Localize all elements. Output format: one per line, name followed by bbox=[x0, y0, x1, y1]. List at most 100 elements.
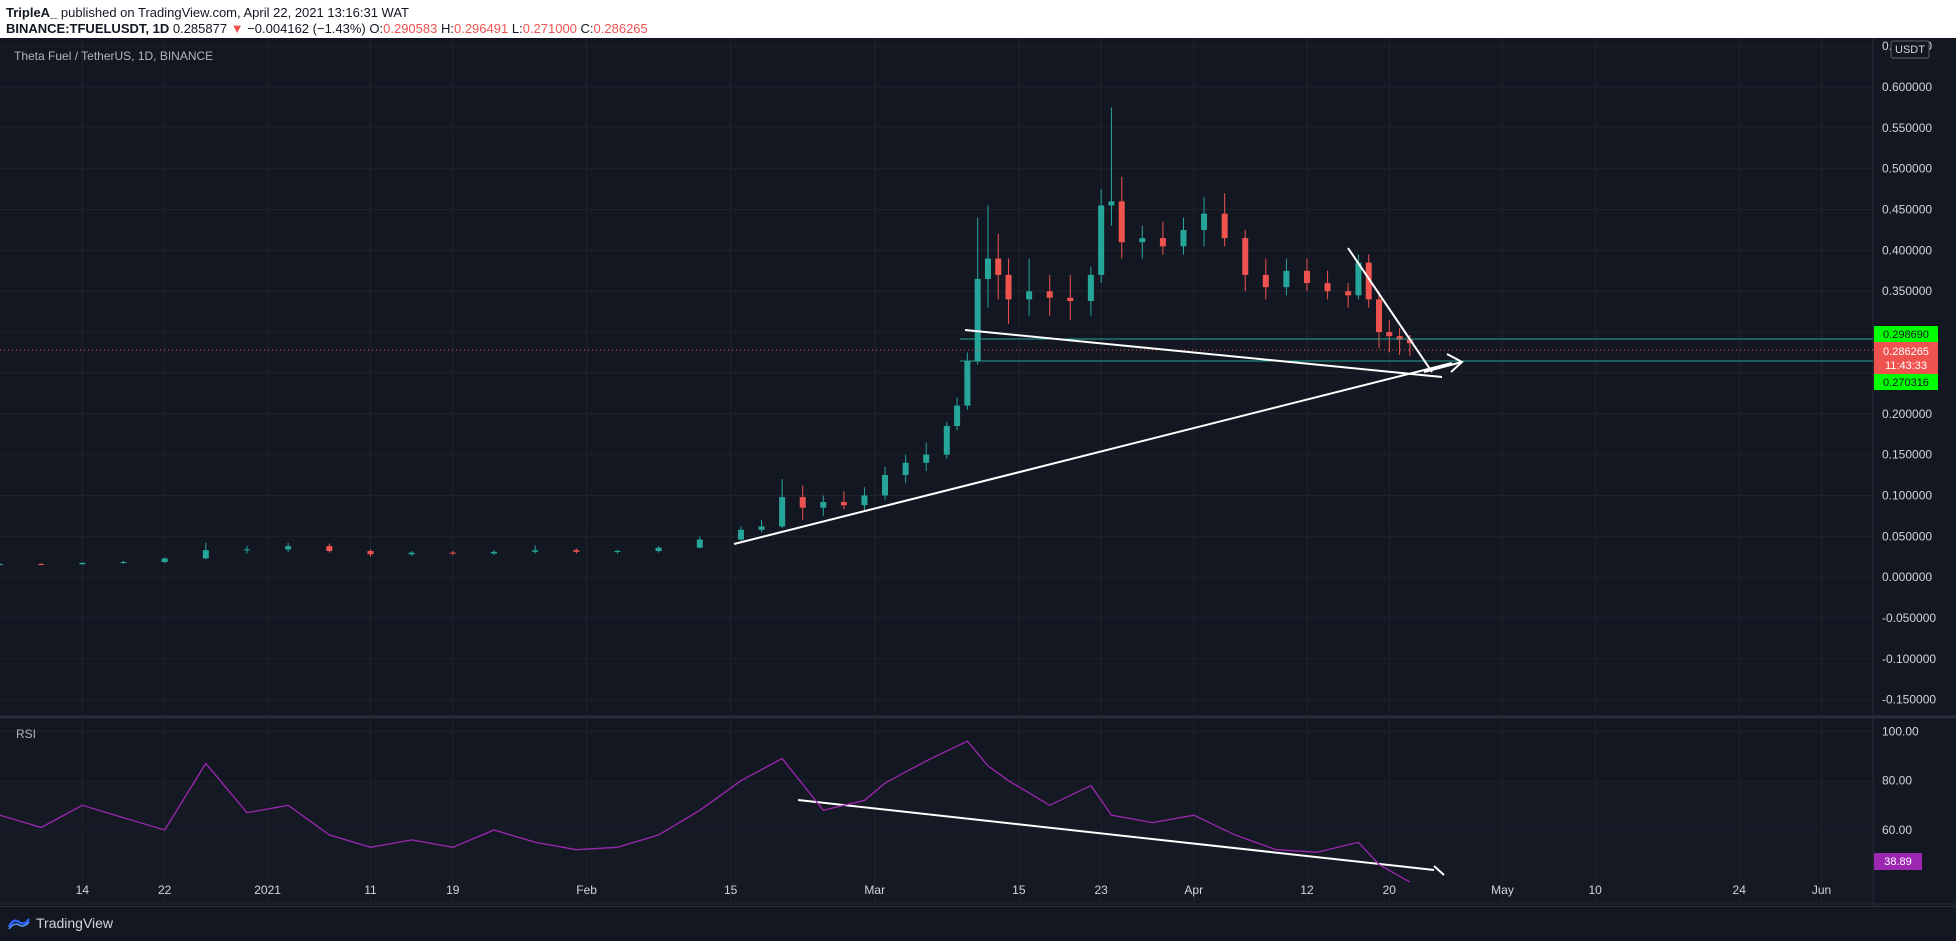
rsi-trendline-arrow[interactable] bbox=[1433, 865, 1445, 876]
low-label: L: bbox=[511, 21, 523, 36]
candle-body bbox=[1355, 262, 1362, 296]
open-value: 0.290583 bbox=[383, 21, 438, 36]
time-axis[interactable]: 14 22 2021 11 19 Feb 15 Mar 15 23 Apr 12 20 May 10 24 Ju… bbox=[76, 883, 1832, 897]
candle-body bbox=[954, 405, 961, 427]
candle-body bbox=[120, 562, 127, 564]
currency-label: USDT bbox=[1895, 44, 1925, 56]
candle-body bbox=[1283, 270, 1290, 288]
breakout-arrow-shaft[interactable] bbox=[1423, 361, 1463, 373]
time-tick-label: Mar bbox=[864, 883, 885, 897]
trendline-drawings[interactable] bbox=[733, 247, 1464, 876]
price-tick-label: 0.350000 bbox=[1882, 284, 1932, 298]
price-tick-label: 0.400000 bbox=[1882, 243, 1932, 257]
footer: TradingView bbox=[0, 906, 1956, 941]
candle-body bbox=[758, 526, 765, 530]
price-tick-label: 0.450000 bbox=[1882, 203, 1932, 217]
chart-legend[interactable]: Theta Fuel / TetherUS, 1D, BINANCE bbox=[14, 49, 213, 63]
publish-line: TripleA_ published on TradingView.com, A… bbox=[6, 5, 409, 20]
candle-body bbox=[1180, 229, 1187, 247]
price-tag-bottom-bg bbox=[1874, 374, 1938, 390]
time-tick-label: 14 bbox=[76, 883, 90, 897]
candle-body bbox=[974, 278, 981, 361]
time-tick-label: 11 bbox=[364, 883, 377, 897]
candle-body bbox=[696, 539, 703, 548]
tradingview-logo-icon bbox=[8, 918, 30, 930]
brand-name: TradingView bbox=[36, 915, 114, 931]
candle-body bbox=[840, 501, 847, 506]
candle-body bbox=[1345, 291, 1352, 296]
candle-body bbox=[1005, 274, 1012, 300]
price-axis[interactable]: 0.6500000.6000000.5500000.5000000.450000… bbox=[1882, 39, 1936, 706]
rsi-tick-label: 80.00 bbox=[1882, 774, 1912, 788]
rsi-trendline[interactable] bbox=[797, 799, 1435, 871]
time-tick-label: 2021 bbox=[254, 883, 281, 897]
rsi-tick-label: 60.00 bbox=[1882, 823, 1912, 837]
time-tick-label: May bbox=[1491, 883, 1514, 897]
price-tick-label: 0.550000 bbox=[1882, 121, 1932, 135]
price-tick-label: -0.050000 bbox=[1882, 611, 1936, 625]
candle-body bbox=[1303, 270, 1310, 284]
rsi-band bbox=[0, 780, 1873, 904]
ascending-trendline[interactable] bbox=[733, 362, 1453, 545]
price-tag-top: 0.298690 bbox=[1883, 329, 1929, 341]
price-tag-timer: 11:43:33 bbox=[1885, 360, 1927, 372]
candle-body bbox=[161, 558, 168, 563]
price-tick-label: 0.600000 bbox=[1882, 80, 1932, 94]
price-tick-label: 0.500000 bbox=[1882, 162, 1932, 176]
breakout-arrow-head[interactable] bbox=[1446, 353, 1464, 373]
price-tick-label: 0.150000 bbox=[1882, 448, 1932, 462]
time-tick-label: 15 bbox=[1012, 883, 1026, 897]
candle-body bbox=[573, 550, 580, 552]
candle-body bbox=[861, 495, 868, 506]
open-label: O: bbox=[369, 21, 384, 36]
candle-body bbox=[1262, 274, 1269, 288]
candle-body bbox=[38, 564, 45, 566]
candle-body bbox=[285, 546, 292, 550]
candle-body bbox=[79, 562, 86, 565]
candle-body bbox=[737, 529, 744, 540]
candle-body bbox=[1201, 213, 1208, 230]
candle-body bbox=[923, 454, 930, 463]
grid bbox=[0, 38, 1873, 904]
candle-body bbox=[1365, 262, 1372, 300]
high-value: 0.296491 bbox=[453, 21, 509, 36]
time-tick-label: 20 bbox=[1383, 883, 1397, 897]
candle-body bbox=[1396, 336, 1403, 340]
rsi-legend[interactable]: RSI bbox=[16, 727, 36, 741]
candle-body bbox=[779, 497, 786, 527]
time-tick-label: 12 bbox=[1300, 883, 1314, 897]
candle-body bbox=[532, 550, 539, 552]
candle-body bbox=[902, 462, 909, 476]
rsi-line bbox=[0, 740, 1411, 883]
candle-body bbox=[326, 546, 333, 551]
publish-header: TripleA_ published on TradingView.com, A… bbox=[0, 0, 1956, 38]
candle-body bbox=[449, 552, 456, 554]
candle-body bbox=[882, 475, 889, 496]
candles bbox=[0, 107, 1413, 566]
falling-wedge-line[interactable] bbox=[1347, 247, 1433, 373]
time-tick-label: Jun bbox=[1812, 883, 1831, 897]
price-tick-label: -0.150000 bbox=[1882, 693, 1936, 707]
time-tick-label: 15 bbox=[724, 883, 738, 897]
candle-body bbox=[984, 258, 991, 279]
descending-trendline[interactable] bbox=[964, 329, 1443, 378]
symbol-label: BINANCE:TFUELUSDT, 1D bbox=[6, 21, 170, 36]
candle-body bbox=[1221, 213, 1228, 239]
price-tick-label: 0.000000 bbox=[1882, 570, 1932, 584]
candle-body bbox=[614, 550, 621, 552]
time-tick-label: 10 bbox=[1588, 883, 1602, 897]
candle-body bbox=[964, 360, 971, 406]
author-name[interactable]: TripleA_ bbox=[6, 5, 58, 20]
price-tag-bottom: 0.270316 bbox=[1883, 377, 1929, 389]
rsi-axis[interactable]: 100.00 80.00 60.00 bbox=[1882, 724, 1919, 837]
chart-svg[interactable]: Theta Fuel / TetherUS, 1D, BINANCE RSI 0… bbox=[0, 38, 1956, 906]
close-label: C: bbox=[580, 21, 594, 36]
price-tick-label: 0.100000 bbox=[1882, 488, 1932, 502]
time-tick-label: 22 bbox=[158, 883, 172, 897]
chart-area[interactable]: Theta Fuel / TetherUS, 1D, BINANCE RSI 0… bbox=[0, 38, 1956, 906]
currency-badge[interactable] bbox=[1890, 40, 1930, 59]
low-value: 0.271000 bbox=[522, 21, 577, 36]
rsi-value-tag: 38.89 bbox=[1884, 856, 1912, 868]
candle-body bbox=[1098, 205, 1105, 275]
tradingview-brand[interactable]: TradingView bbox=[8, 915, 113, 931]
